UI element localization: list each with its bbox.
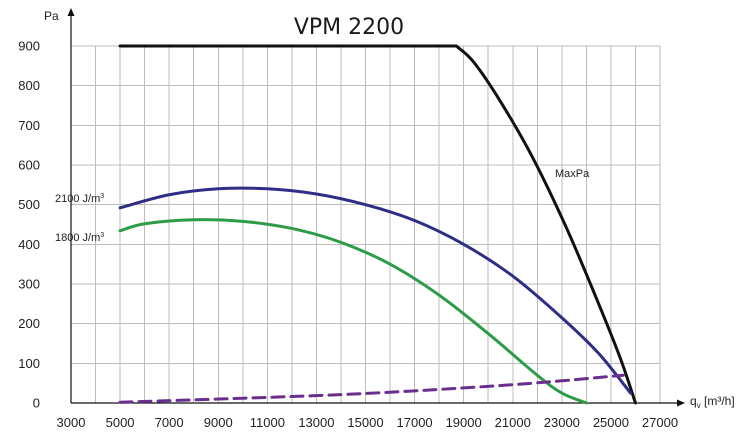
y-axis-arrow (67, 8, 75, 16)
y-axis-label: Pa (44, 9, 59, 23)
x-tick-label: 7000 (155, 415, 184, 430)
x-tick-label: 27000 (642, 415, 678, 430)
text-layer: VPM 2200 Pa 3000 5000 7000 9000 11000 13000 15… (18, 9, 734, 430)
x-tick-label: 5000 (106, 415, 135, 430)
x-tick-label: 19000 (446, 415, 482, 430)
x-tick-label: 17000 (397, 415, 433, 430)
x-tick-label: 21000 (495, 415, 531, 430)
y-tick-label: 500 (18, 197, 40, 212)
x-axis-label: qv [m³/h] (690, 394, 735, 410)
y-tick-label: 900 (18, 39, 40, 54)
series-label-2100: 2100 J/m3 (55, 193, 104, 205)
x-axis-arrow (677, 399, 685, 407)
y-tick-label: 0 (33, 396, 40, 411)
y-tick-label: 100 (18, 356, 40, 371)
y-tick-label: 800 (18, 78, 40, 93)
y-tick-label: 700 (18, 118, 40, 133)
x-tick-label: 13000 (298, 415, 334, 430)
y-tick-label: 600 (18, 158, 40, 173)
series-line-maxpa (118, 44, 637, 405)
x-tick-label: 9000 (204, 415, 233, 430)
x-tick-label: 11000 (250, 415, 285, 430)
x-tick-label: 23000 (544, 415, 580, 430)
series-line-1800 (118, 218, 588, 405)
series-layer (118, 44, 637, 405)
grid (71, 45, 661, 403)
y-tick-label: 400 (18, 237, 40, 252)
series-label-1800: 1800 J/m3 (55, 232, 104, 244)
y-tick-label: 300 (18, 277, 40, 292)
x-tick-label: 3000 (57, 415, 86, 430)
series-line-dashed (118, 373, 625, 404)
x-tick-label: 15000 (347, 415, 383, 430)
axes (67, 8, 685, 407)
chart-title: VPM 2200 (294, 15, 404, 40)
series-label-maxpa: MaxPa (555, 168, 590, 180)
x-tick-label: 25000 (593, 415, 629, 430)
series-line-2100 (118, 186, 633, 395)
y-tick-label: 200 (18, 316, 40, 331)
